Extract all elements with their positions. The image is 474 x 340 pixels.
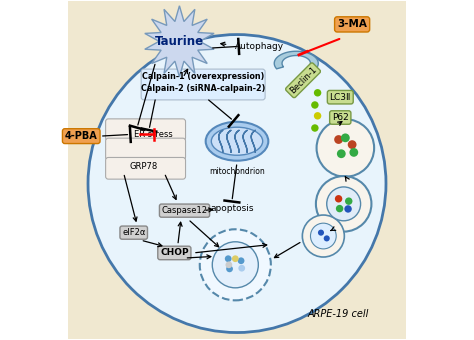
Circle shape [238, 265, 245, 272]
Circle shape [302, 215, 344, 257]
Circle shape [311, 124, 319, 132]
Text: P62: P62 [332, 113, 349, 122]
Circle shape [344, 205, 352, 212]
Circle shape [345, 198, 353, 205]
Text: Beclin-1: Beclin-1 [288, 65, 318, 96]
Circle shape [226, 266, 233, 272]
Circle shape [314, 112, 321, 120]
FancyBboxPatch shape [106, 138, 185, 160]
Text: 4-PBA: 4-PBA [65, 131, 98, 141]
Circle shape [232, 255, 239, 262]
Text: Taurine: Taurine [155, 35, 204, 48]
Text: Calpain-2 (siRNA-calpain-2): Calpain-2 (siRNA-calpain-2) [141, 84, 265, 92]
Circle shape [318, 230, 324, 236]
FancyBboxPatch shape [141, 69, 265, 100]
Circle shape [337, 149, 346, 158]
Circle shape [317, 119, 374, 177]
Circle shape [311, 101, 319, 109]
Circle shape [327, 187, 361, 221]
FancyBboxPatch shape [106, 119, 185, 140]
Circle shape [88, 35, 386, 333]
Text: GRP78: GRP78 [130, 162, 158, 171]
Circle shape [225, 255, 232, 262]
Circle shape [237, 257, 245, 264]
Circle shape [316, 176, 372, 232]
Text: eIF2α: eIF2α [122, 228, 146, 237]
Text: mitochondrion: mitochondrion [209, 167, 265, 176]
Text: apoptosis: apoptosis [210, 204, 254, 214]
Text: ARPE-19 cell: ARPE-19 cell [308, 309, 369, 319]
Polygon shape [274, 51, 318, 69]
Circle shape [341, 133, 350, 142]
Text: LC3Ⅱ: LC3Ⅱ [329, 93, 351, 102]
Ellipse shape [206, 122, 268, 161]
Circle shape [336, 205, 343, 212]
Text: 3-MA: 3-MA [337, 19, 367, 29]
Circle shape [334, 135, 343, 144]
Circle shape [348, 140, 356, 149]
Circle shape [349, 148, 358, 157]
Circle shape [324, 235, 330, 241]
FancyBboxPatch shape [106, 157, 185, 179]
Text: Calpain-1 (overexpression): Calpain-1 (overexpression) [142, 72, 264, 81]
Text: ER stress: ER stress [134, 130, 173, 139]
Text: Caspase12: Caspase12 [162, 206, 208, 215]
Polygon shape [145, 6, 214, 77]
Circle shape [212, 242, 258, 288]
Text: CHOP: CHOP [160, 249, 189, 257]
Circle shape [226, 261, 232, 268]
Ellipse shape [211, 127, 263, 155]
Circle shape [335, 195, 342, 203]
Circle shape [310, 223, 336, 249]
Circle shape [314, 89, 321, 97]
Circle shape [200, 229, 271, 300]
Text: Autophagy: Autophagy [235, 42, 283, 51]
